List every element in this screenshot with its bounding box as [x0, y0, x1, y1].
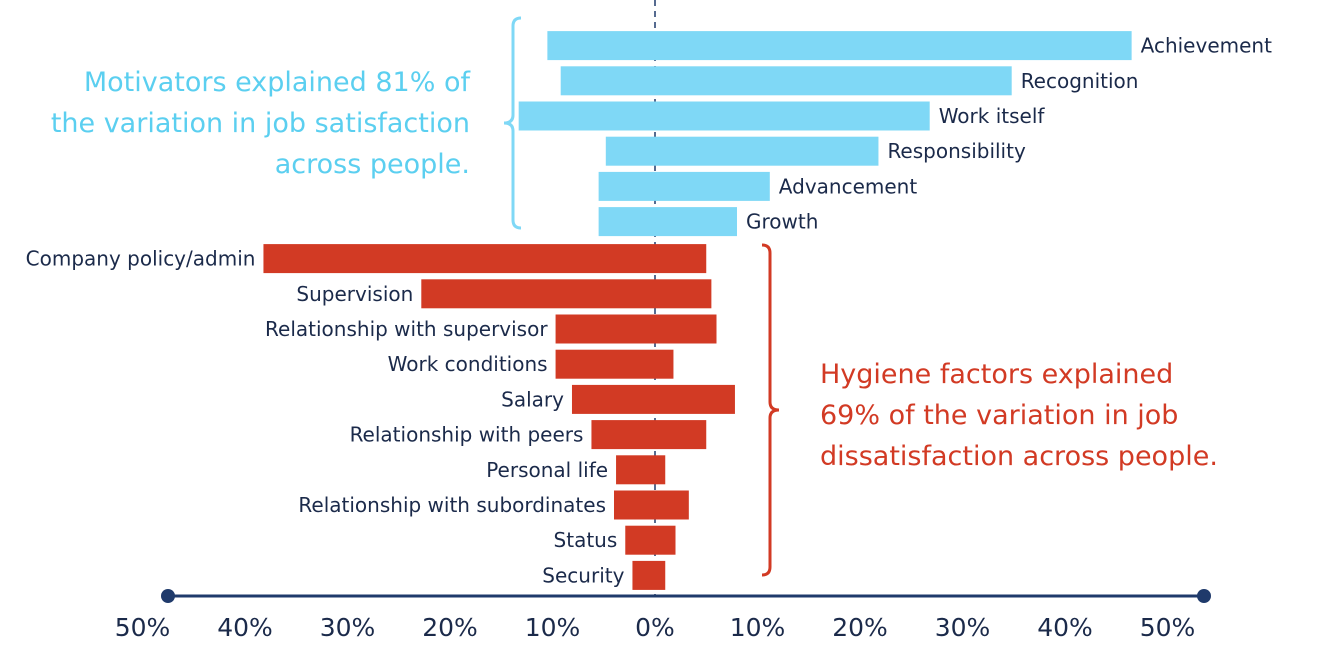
bar: [518, 101, 930, 131]
x-tick-label: 0%: [635, 613, 675, 642]
hygiene-annotation-line: dissatisfaction across people.: [820, 441, 1218, 472]
category-label: Work itself: [939, 104, 1046, 128]
bar: [614, 490, 689, 520]
motivators-brace: [503, 16, 522, 230]
x-tick-label: 40%: [217, 613, 273, 642]
x-axis-endpoint: [1197, 589, 1211, 603]
category-label: Recognition: [1021, 69, 1139, 93]
category-label: Growth: [746, 210, 818, 234]
bar: [616, 455, 666, 485]
category-label: Relationship with subordinates: [298, 493, 606, 517]
bar: [591, 420, 707, 450]
x-axis-endpoint: [161, 589, 175, 603]
category-label: Company policy/admin: [26, 247, 256, 271]
bar: [598, 207, 737, 237]
bar: [632, 560, 666, 590]
bar: [555, 349, 674, 379]
x-tick-label: 50%: [115, 613, 171, 642]
category-label: Advancement: [779, 174, 918, 198]
category-label: Work conditions: [388, 352, 548, 376]
bar: [598, 171, 770, 201]
category-label: Supervision: [296, 282, 413, 306]
category-label: Achievement: [1141, 34, 1272, 58]
category-label: Status: [554, 528, 618, 552]
motivators-annotation: Motivators explained 81% of the variatio…: [40, 62, 470, 185]
motivators-annotation-line: the variation in job satisfaction: [50, 108, 470, 139]
motivators-annotation-line: across people.: [274, 149, 470, 180]
category-label: Personal life: [486, 458, 608, 482]
hygiene-annotation-line: 69% of the variation in job: [820, 400, 1179, 431]
bar: [555, 314, 717, 344]
motivators-annotation-line: Motivators explained 81% of: [83, 67, 470, 98]
bar: [605, 136, 879, 166]
category-label: Relationship with peers: [350, 423, 584, 447]
category-label: Salary: [501, 387, 564, 411]
x-tick-label: 30%: [320, 613, 376, 642]
x-tick-label: 20%: [832, 613, 888, 642]
bar: [560, 66, 1012, 96]
x-tick-label: 10%: [525, 613, 581, 642]
hygiene-annotation: Hygiene factors explained 69% of the var…: [820, 354, 1240, 477]
bar: [263, 244, 707, 274]
x-tick-label: 40%: [1037, 613, 1093, 642]
x-tick-label: 20%: [422, 613, 478, 642]
x-tick-label: 50%: [1140, 613, 1196, 642]
x-tick-label: 10%: [730, 613, 786, 642]
bar: [625, 525, 676, 555]
bar: [547, 31, 1132, 61]
category-label: Relationship with supervisor: [265, 317, 548, 341]
bar: [571, 384, 735, 414]
hygiene-brace: [761, 243, 780, 577]
category-label: Responsibility: [887, 139, 1026, 163]
bar: [421, 279, 712, 309]
category-label: Security: [542, 563, 624, 587]
x-tick-label: 30%: [935, 613, 991, 642]
hygiene-annotation-line: Hygiene factors explained: [820, 359, 1174, 390]
